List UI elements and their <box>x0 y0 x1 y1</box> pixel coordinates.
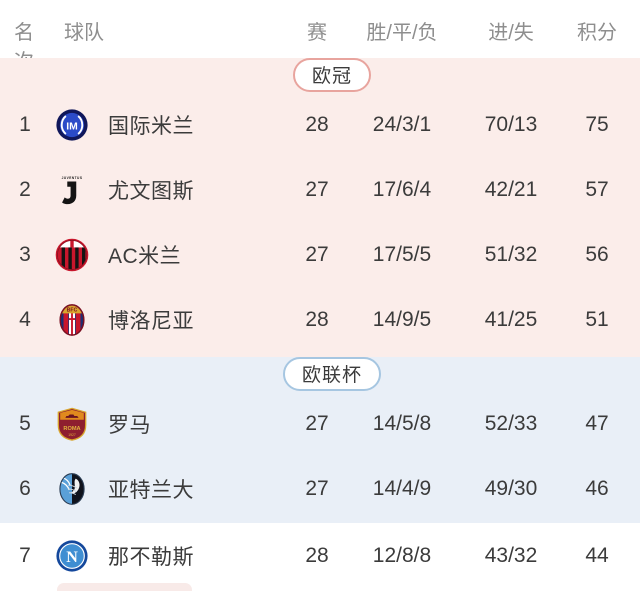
wdl-cell: 17/5/5 <box>372 242 432 266</box>
wdl-cell: 24/3/1 <box>372 112 432 136</box>
column-header-wdl: 胜/平/负 <box>366 22 438 44</box>
goals-cell: 42/21 <box>484 177 538 201</box>
inter-milan-badge-icon: IM <box>50 108 94 142</box>
played-cell: 28 <box>305 112 329 136</box>
table-row[interactable]: 7 N 那不勒斯 28 12/8/8 43/32 44 <box>0 523 640 588</box>
column-header-team: 球队 <box>64 22 104 44</box>
goals-cell: 43/32 <box>484 543 538 567</box>
section-europa-league: 欧联杯 5 ROMA 1927 罗马 27 14/5/8 52/33 47 6 <box>0 357 640 523</box>
column-header-points: 积分 <box>577 22 617 44</box>
atalanta-badge-icon <box>50 472 94 506</box>
rank-cell: 3 <box>19 242 31 266</box>
played-cell: 27 <box>305 177 329 201</box>
section-no-qualification: 7 N 那不勒斯 28 12/8/8 43/32 44 <box>0 523 640 588</box>
ac-milan-badge-icon <box>50 238 94 272</box>
team-name: 那不勒斯 <box>108 545 194 569</box>
rank-cell: 7 <box>19 543 31 567</box>
goals-cell: 52/33 <box>484 411 538 435</box>
champions-league-pill: 欧冠 <box>292 58 371 92</box>
played-cell: 27 <box>305 411 329 435</box>
juventus-badge-icon: JUVENTUS <box>50 173 94 207</box>
rank-cell: 4 <box>19 307 31 331</box>
table-row[interactable]: 3 AC米兰 27 <box>0 222 640 287</box>
team-name: AC米兰 <box>108 244 182 268</box>
table-row[interactable]: 1 IM 国际米兰 28 24/3/1 70/13 75 <box>0 92 640 157</box>
points-cell: 75 <box>585 112 609 136</box>
svg-text:N: N <box>66 549 78 566</box>
cutoff-next-section-edge <box>57 583 192 591</box>
svg-text:BFC: BFC <box>67 307 78 313</box>
points-cell: 51 <box>585 307 609 331</box>
goals-cell: 49/30 <box>484 476 538 500</box>
table-row[interactable]: 6 亚特兰大 27 14/4/9 49/30 <box>0 456 640 521</box>
section-champions-league: 欧冠 1 IM 国际米兰 28 24/3/1 70/13 75 2 <box>0 58 640 370</box>
points-cell: 46 <box>585 476 609 500</box>
table-row[interactable]: 2 JUVENTUS 尤文图斯 27 17/6/4 42/21 57 <box>0 157 640 222</box>
svg-text:JUVENTUS: JUVENTUS <box>62 176 83 180</box>
svg-text:IM: IM <box>66 121 78 132</box>
goals-cell: 41/25 <box>484 307 538 331</box>
europa-league-pill: 欧联杯 <box>282 357 381 391</box>
napoli-badge-icon: N <box>50 539 94 573</box>
wdl-cell: 14/4/9 <box>372 476 432 500</box>
team-name: 罗马 <box>108 413 151 437</box>
team-name: 尤文图斯 <box>108 179 194 203</box>
played-cell: 27 <box>305 476 329 500</box>
wdl-cell: 14/9/5 <box>372 307 432 331</box>
wdl-cell: 12/8/8 <box>372 543 432 567</box>
table-header: 名次 球队 赛 胜/平/负 进/失 积分 <box>0 0 640 73</box>
points-cell: 44 <box>585 543 609 567</box>
table-row[interactable]: 4 BFC <box>0 287 640 352</box>
played-cell: 28 <box>305 307 329 331</box>
column-header-goals: 进/失 <box>488 22 534 44</box>
points-cell: 57 <box>585 177 609 201</box>
played-cell: 27 <box>305 242 329 266</box>
column-header-played: 赛 <box>307 22 327 44</box>
team-name: 博洛尼亚 <box>108 309 194 333</box>
goals-cell: 70/13 <box>484 112 538 136</box>
svg-text:1927: 1927 <box>68 432 76 436</box>
rank-cell: 5 <box>19 411 31 435</box>
table-row[interactable]: 5 ROMA 1927 罗马 27 14/5/8 52/33 47 <box>0 391 640 456</box>
team-name: 亚特兰大 <box>108 478 194 502</box>
rank-cell: 6 <box>19 476 31 500</box>
played-cell: 28 <box>305 543 329 567</box>
bologna-badge-icon: BFC <box>50 303 94 337</box>
rank-cell: 1 <box>19 112 31 136</box>
wdl-cell: 14/5/8 <box>372 411 432 435</box>
roma-badge-icon: ROMA 1927 <box>50 407 94 441</box>
points-cell: 47 <box>585 411 609 435</box>
team-name: 国际米兰 <box>108 114 194 138</box>
wdl-cell: 17/6/4 <box>372 177 432 201</box>
rank-cell: 2 <box>19 177 31 201</box>
points-cell: 56 <box>585 242 609 266</box>
svg-text:ROMA: ROMA <box>63 426 80 432</box>
goals-cell: 51/32 <box>484 242 538 266</box>
